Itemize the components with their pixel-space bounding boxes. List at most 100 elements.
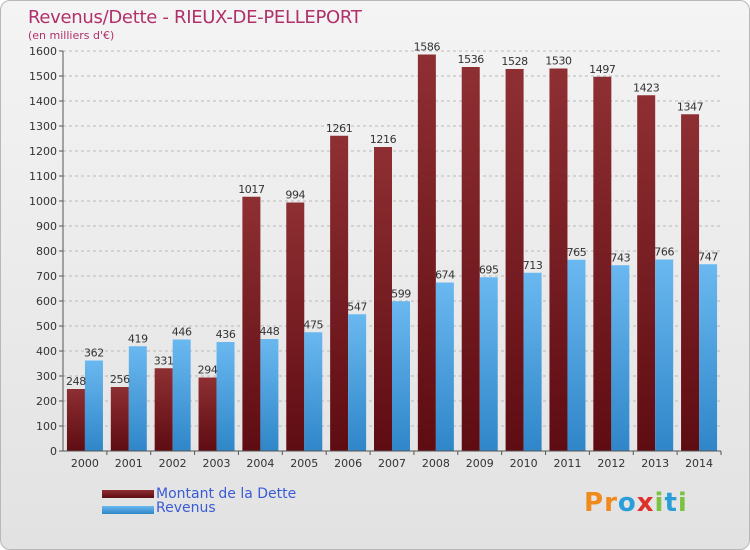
- data-label-revenue: 743: [610, 251, 630, 264]
- bar-debt: [637, 95, 656, 451]
- bar-debt: [330, 135, 349, 451]
- legend-label-revenue: Revenus: [156, 500, 216, 516]
- y-tick-label: 400: [36, 345, 57, 358]
- x-tick-label: 2000: [71, 457, 99, 470]
- data-label-revenue: 695: [479, 263, 499, 276]
- y-tick-label: 1100: [29, 170, 57, 183]
- bar-debt: [242, 196, 261, 451]
- y-tick-label: 100: [36, 420, 57, 433]
- x-tick-label: 2014: [685, 457, 713, 470]
- data-label-revenue: 448: [260, 325, 280, 338]
- data-label-debt: 1347: [677, 100, 704, 113]
- data-label-debt: 331: [154, 354, 174, 367]
- data-label-debt: 256: [110, 373, 130, 386]
- y-tick-label: 800: [36, 245, 57, 258]
- x-tick-label: 2008: [422, 457, 450, 470]
- bar-revenue: [348, 314, 367, 451]
- logo-letter: i: [677, 488, 688, 518]
- bar-debt: [154, 368, 173, 451]
- y-tick-label: 0: [50, 445, 57, 458]
- data-label-debt: 1423: [633, 81, 660, 94]
- data-label-revenue: 674: [435, 269, 455, 282]
- bar-revenue: [699, 264, 718, 451]
- bar-debt: [681, 114, 700, 451]
- bar-debt: [549, 68, 568, 451]
- logo-letter: t: [664, 488, 678, 518]
- y-tick-label: 1400: [29, 95, 57, 108]
- chart-unit-label: (en milliers d'€): [28, 29, 115, 42]
- logo-letter: r: [604, 488, 618, 518]
- y-tick-label: 1600: [29, 45, 57, 58]
- bar-debt: [286, 202, 305, 451]
- data-label-debt: 1017: [238, 183, 265, 196]
- data-label-debt: 1586: [414, 41, 441, 54]
- bar-revenue: [260, 339, 279, 451]
- data-label-revenue: 747: [698, 250, 718, 263]
- bar-revenue: [172, 339, 191, 451]
- data-label-revenue: 765: [567, 246, 587, 259]
- bar-revenue: [655, 259, 674, 451]
- bar-revenue: [84, 360, 103, 451]
- y-tick-label: 1300: [29, 120, 57, 133]
- y-tick-label: 700: [36, 270, 57, 283]
- y-tick-label: 500: [36, 320, 57, 333]
- x-tick-label: 2013: [641, 457, 669, 470]
- legend-label-debt: Montant de la Dette: [156, 486, 297, 502]
- data-label-revenue: 436: [216, 328, 236, 341]
- x-tick-label: 2011: [553, 457, 581, 470]
- data-label-debt: 1530: [545, 55, 572, 68]
- bar-debt: [66, 389, 85, 451]
- y-tick-label: 900: [36, 220, 57, 233]
- legend-swatch-debt: [102, 490, 154, 498]
- bar-revenue: [304, 332, 323, 451]
- data-label-revenue: 599: [391, 287, 411, 300]
- x-tick-label: 2004: [246, 457, 274, 470]
- data-label-revenue: 766: [654, 246, 674, 259]
- bar-revenue: [128, 346, 147, 451]
- bar-revenue: [435, 282, 454, 451]
- logo-letter: i: [654, 488, 665, 518]
- bar-revenue: [523, 272, 542, 451]
- y-tick-label: 1000: [29, 195, 57, 208]
- x-tick-label: 2007: [378, 457, 406, 470]
- bar-debt: [505, 69, 524, 451]
- x-tick-label: 2002: [159, 457, 187, 470]
- x-tick-label: 2005: [290, 457, 318, 470]
- logo-letter: x: [636, 488, 655, 518]
- data-label-debt: 1261: [326, 122, 352, 135]
- chart-title: Revenus/Dette - RIEUX-DE-PELLEPORT: [28, 7, 362, 28]
- data-label-revenue: 547: [347, 300, 367, 313]
- y-tick-label: 300: [36, 370, 57, 383]
- logo-letter: o: [617, 488, 637, 518]
- x-tick-label: 2009: [466, 457, 494, 470]
- logo-letter: P: [584, 488, 605, 518]
- bar-debt: [110, 387, 129, 451]
- bar-debt: [417, 54, 436, 451]
- bar-revenue: [611, 265, 630, 451]
- data-label-revenue: 419: [128, 332, 148, 345]
- data-label-debt: 1497: [589, 63, 616, 76]
- data-label-debt: 1528: [501, 55, 528, 68]
- bar-revenue: [216, 342, 235, 451]
- bar-debt: [198, 377, 217, 451]
- legend-swatch-revenue: [102, 506, 154, 514]
- x-tick-label: 2012: [597, 457, 625, 470]
- y-tick-label: 600: [36, 295, 57, 308]
- x-tick-label: 2006: [334, 457, 362, 470]
- bar-revenue: [479, 277, 498, 451]
- y-tick-label: 1500: [29, 70, 57, 83]
- y-tick-label: 200: [36, 395, 57, 408]
- x-tick-label: 2001: [115, 457, 143, 470]
- bar-revenue: [392, 301, 410, 451]
- bar-debt: [593, 76, 612, 451]
- proxiti-logo: Proxiti: [584, 488, 688, 518]
- x-tick-label: 2010: [510, 457, 538, 470]
- x-tick-label: 2003: [203, 457, 231, 470]
- data-label-debt: 1536: [458, 53, 485, 66]
- data-label-revenue: 362: [84, 347, 104, 360]
- y-tick-label: 1200: [29, 145, 57, 158]
- data-label-revenue: 713: [523, 259, 543, 272]
- bar-revenue: [567, 259, 586, 451]
